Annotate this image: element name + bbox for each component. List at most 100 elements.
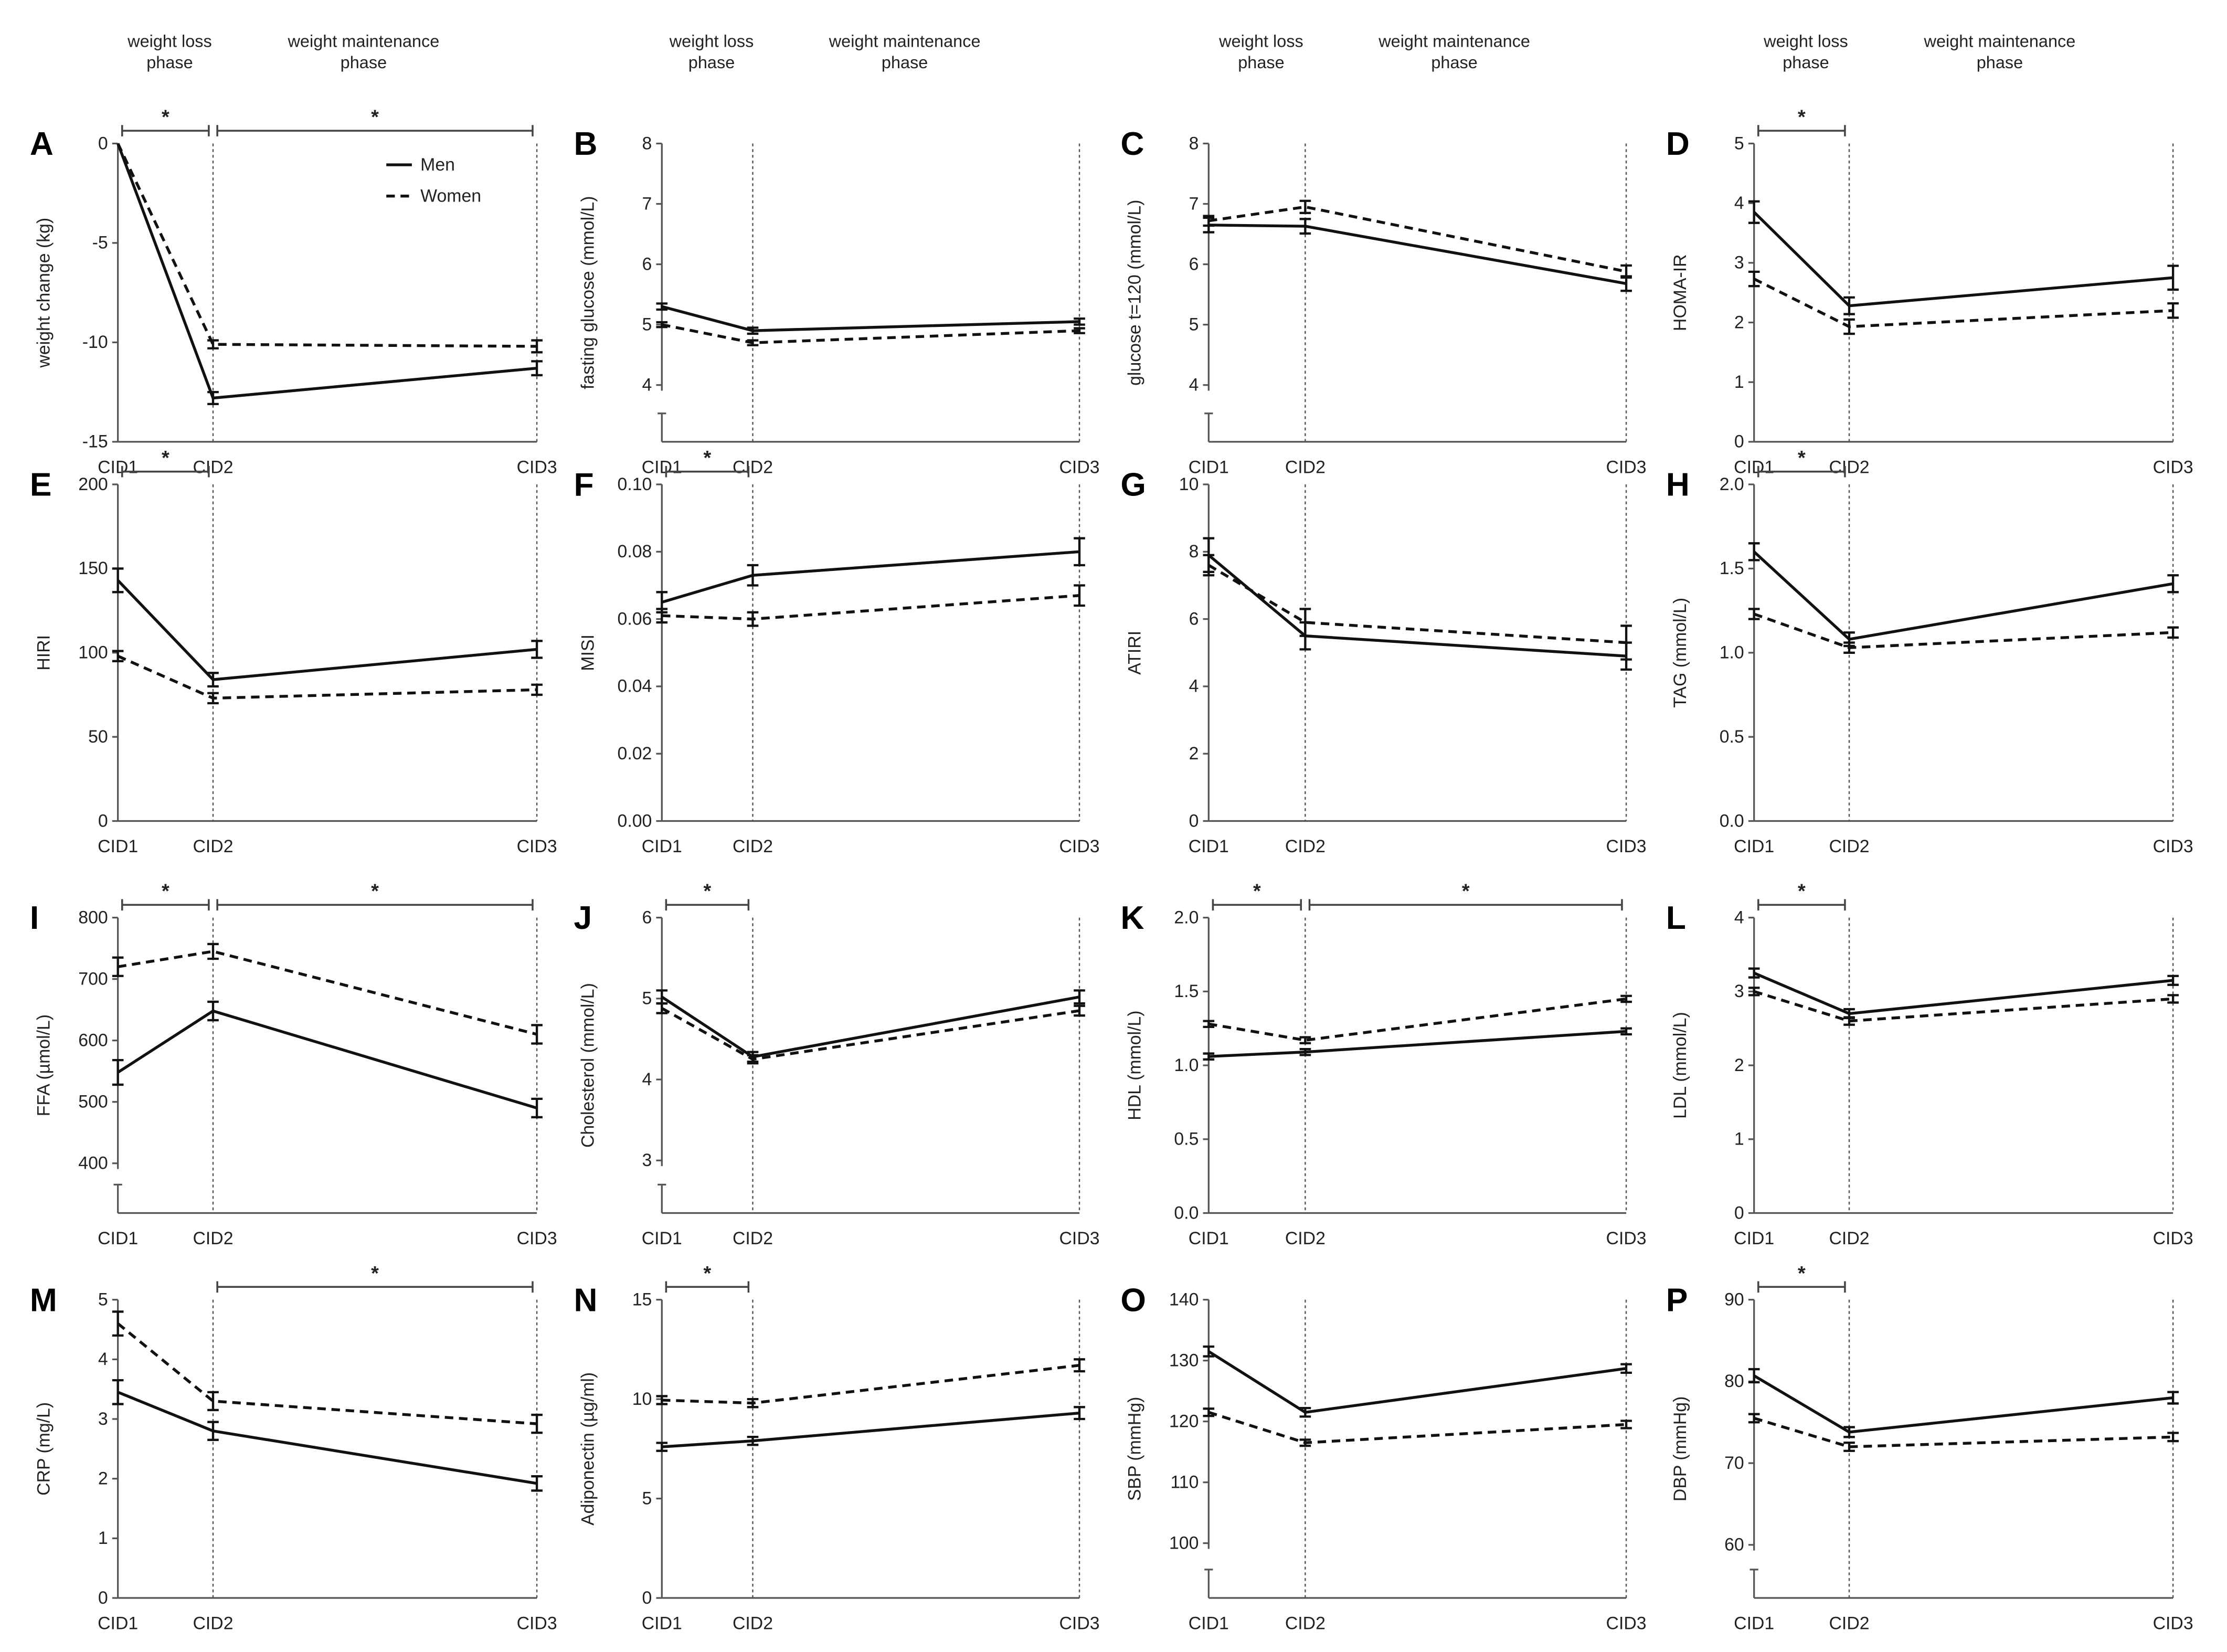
y-tick-label: 0 — [98, 133, 108, 153]
panel-g: G 10 8 6 4 2 0 CID1 CID2 CID3 ATIRI — [1121, 467, 1647, 856]
y-tick-label: 150 — [78, 558, 108, 578]
series-women-line — [1753, 1416, 2173, 1448]
y-tick-label: 1.5 — [1174, 981, 1199, 1001]
panel-letter: G — [1121, 467, 1146, 503]
y-axis-label: HOMA-IR — [1670, 254, 1690, 331]
y-tick-label: 120 — [1169, 1411, 1199, 1431]
x-tick-label: CID3 — [1059, 1614, 1100, 1634]
significance-star: * — [704, 881, 712, 903]
series-men-line — [1753, 550, 2173, 641]
series-women-line — [662, 594, 1080, 621]
panel-letter: A — [30, 126, 54, 162]
x-tick-label: CID2 — [733, 1229, 773, 1248]
x-tick-label: CID3 — [2153, 836, 2193, 856]
y-tick-label: 2 — [1734, 1055, 1744, 1075]
y-tick-label: 0.0 — [1174, 1203, 1199, 1223]
phase-labels: weight loss phase weight maintenance phase — [1763, 31, 2075, 72]
y-tick-label: 0.06 — [618, 609, 652, 629]
panel-letter: P — [1666, 1282, 1688, 1318]
x-tick-label: CID2 — [193, 836, 233, 856]
series-men-line — [662, 1411, 1080, 1448]
legend-women-label: Women — [420, 186, 481, 206]
series-women-line — [661, 1007, 1080, 1061]
x-tick-label: CID2 — [733, 1614, 773, 1634]
significance-star: * — [162, 107, 169, 129]
phase-labels: weight loss phase weight maintenance phase — [669, 31, 981, 72]
panel-d: D 5 4 3 2 1 0 CID1 CID2 CID3 HOMA-IR * — [1666, 107, 2193, 478]
series-women-line — [1208, 997, 1627, 1042]
panel-a: A 0 -5 -10 -15 CID1 CID2 CID3 weight change (kg)… — [30, 107, 557, 478]
y-tick-label: 4 — [1734, 907, 1744, 927]
y-tick-label: 0 — [1189, 811, 1199, 831]
y-axis-label: glucose t=120 (mmol/L) — [1125, 199, 1144, 385]
y-axis-label: fasting glucose (mmol/L) — [578, 196, 598, 389]
panel-letter: C — [1121, 126, 1144, 162]
y-axis-label: SBP (mmHg) — [1125, 1397, 1144, 1501]
phase-maintenance-label: weight maintenance — [1924, 31, 2076, 50]
x-tick-label: CID3 — [1059, 457, 1100, 477]
significance-bracket — [1757, 1281, 1846, 1293]
series-men-line — [661, 550, 1080, 604]
y-tick-label: 700 — [78, 969, 108, 989]
y-tick-label: 2.0 — [1174, 907, 1199, 927]
series-men-line — [1207, 1350, 1627, 1414]
x-tick-label: CID2 — [1829, 1229, 1869, 1248]
y-tick-label: 3 — [642, 1150, 652, 1170]
y-tick-label: 6 — [642, 907, 652, 927]
y-tick-label: 1 — [98, 1528, 108, 1548]
phase-loss-label: weight loss — [1763, 31, 1848, 50]
y-axis-label: DBP (mmHg) — [1670, 1396, 1690, 1501]
series-men-line — [116, 143, 537, 400]
y-tick-label: 0.00 — [618, 811, 652, 831]
significance-bracket — [216, 1281, 534, 1293]
x-tick-label: CID1 — [1189, 836, 1229, 856]
y-tick-label: 6 — [642, 254, 652, 274]
y-tick-label: 3 — [98, 1409, 108, 1429]
significance-bracket — [1757, 899, 1846, 911]
panel-letter: O — [1121, 1282, 1146, 1318]
y-tick-label: 2.0 — [1720, 474, 1744, 494]
y-tick-label: 70 — [1724, 1453, 1744, 1473]
y-tick-label: -10 — [82, 332, 108, 352]
x-tick-label: CID2 — [1285, 1614, 1325, 1634]
panel-letter: H — [1666, 467, 1690, 503]
series-women-line — [1753, 278, 2173, 329]
panel-n: N 15 10 5 0 CID1 CID2 CID3 Adiponectin (µg/ml) * — [574, 1263, 1099, 1634]
panel-p: P 90 80 70 60 CID1 CID2 CID3 DBP (mmHg) * — [1666, 1263, 2193, 1634]
y-tick-label: 15 — [632, 1289, 652, 1309]
y-tick-label: 1 — [1734, 1129, 1744, 1149]
x-tick-label: CID3 — [517, 1229, 557, 1248]
y-tick-label: 1.5 — [1720, 558, 1744, 578]
significance-bracket — [216, 125, 534, 136]
y-tick-label: 80 — [1724, 1371, 1744, 1391]
series-men-line — [1753, 211, 2173, 308]
x-tick-label: CID2 — [193, 1229, 233, 1248]
series-men-line — [117, 1009, 537, 1110]
significance-star: * — [1253, 881, 1261, 903]
y-tick-label: 1.0 — [1720, 643, 1744, 663]
y-tick-label: 4 — [1189, 676, 1199, 696]
significance-bracket — [121, 465, 210, 478]
y-tick-label: 4 — [98, 1349, 108, 1369]
y-tick-label: 0 — [642, 1588, 652, 1608]
y-tick-label: 5 — [1189, 314, 1199, 334]
y-tick-label: 140 — [1169, 1289, 1199, 1309]
x-tick-label: CID1 — [98, 1614, 138, 1634]
panel-letter: B — [574, 126, 597, 162]
series-women-line — [116, 143, 537, 348]
y-tick-label: 2 — [1189, 744, 1199, 764]
panel-i: I 800 700 600 500 400 CID1 CID2 CID3 FFA (µmol/L)… — [30, 881, 557, 1248]
phase-loss-label: phase — [1238, 53, 1284, 72]
panel-letter: L — [1666, 900, 1686, 936]
panel-letter: E — [30, 467, 52, 503]
series-men-line — [1753, 971, 2173, 1015]
significance-bracket — [121, 899, 210, 911]
y-tick-label: 0.08 — [618, 542, 652, 562]
panel-letter: K — [1121, 900, 1144, 936]
panel-b: B 8 7 6 5 4 CID1 CID2 CID3 fasting glucose (mmol/… — [574, 126, 1099, 477]
y-tick-label: 600 — [78, 1030, 108, 1050]
y-tick-label: 0.04 — [618, 676, 652, 696]
y-tick-label: 1 — [1734, 372, 1744, 392]
significance-star: * — [371, 1263, 379, 1285]
series-women-line — [118, 950, 537, 1036]
